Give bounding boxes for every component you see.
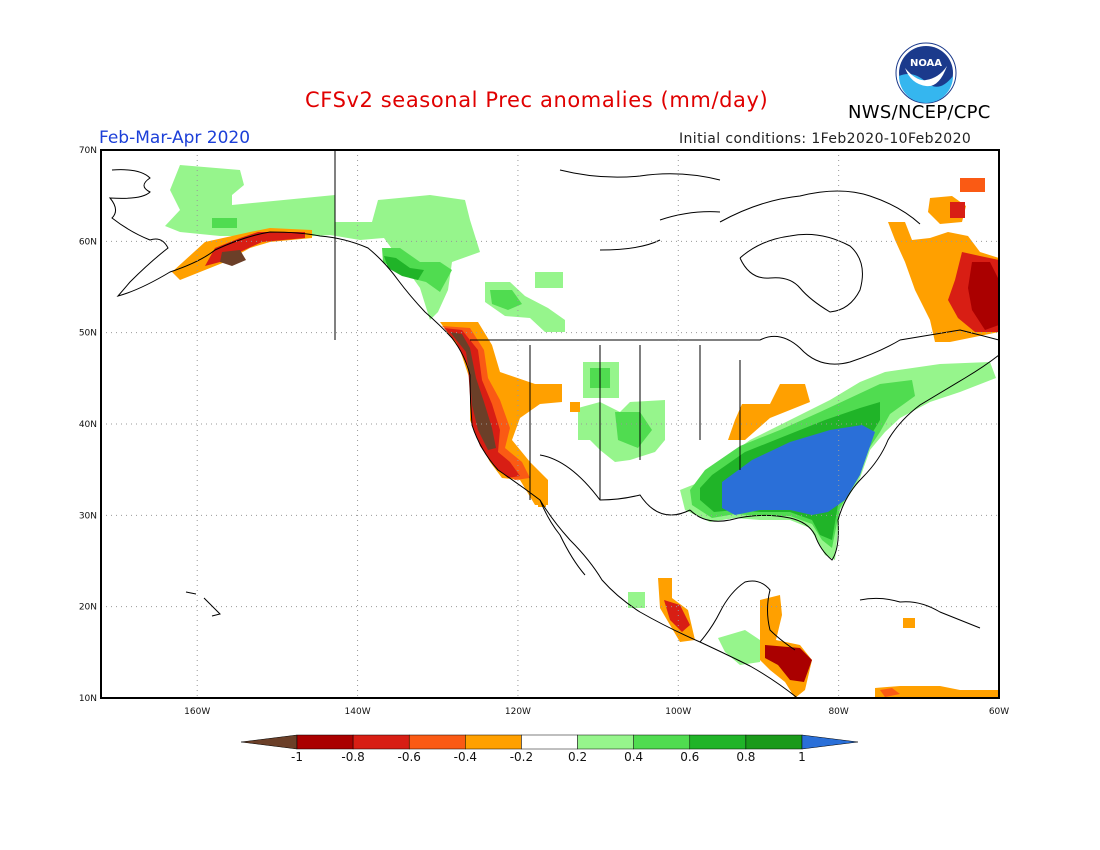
anomaly-region-utah-dry	[570, 402, 580, 412]
anomaly-region-rockies-wet-core	[615, 412, 652, 448]
lat-tick-label: 10N	[79, 694, 97, 704]
anomaly-region-centralamerica-dry-core	[765, 645, 812, 682]
anomaly-region-westcoast-dry-peak	[450, 332, 496, 450]
colorbar-swatch	[577, 734, 634, 750]
colorbar: -1 -0.8 -0.6 -0.4 -0.2 0.2 0.4 0.6 0.8 1	[240, 734, 859, 764]
colorbar-swatch	[745, 734, 803, 750]
colorbar-label: 0.8	[736, 750, 755, 764]
anomaly-region-caribbean-dry	[875, 686, 999, 698]
colorbar-label: 1	[798, 750, 806, 764]
anomaly-region-caribbean-dry-2	[903, 618, 915, 628]
colorbar-label: -0.6	[398, 750, 421, 764]
anomaly-region-mexico-wet	[628, 592, 645, 608]
lon-tick-label: 160W	[184, 707, 210, 717]
lon-tick-label: 60W	[989, 707, 1009, 717]
anomaly-region-bc-wet-core	[384, 256, 424, 280]
anomaly-shading	[165, 165, 999, 698]
colorbar-swatch	[296, 734, 354, 750]
anomaly-region-southeast-wet-peak	[722, 425, 875, 515]
coastlines	[108, 150, 999, 698]
anomaly-region-labrador-dry-2	[960, 178, 985, 192]
noaa-logo-icon: NOAA	[895, 42, 957, 104]
colorbar-label: -0.8	[341, 750, 364, 764]
anomaly-region-alaska-dry-peak	[220, 250, 246, 266]
anomaly-region-caribbean-dry-core	[880, 688, 900, 697]
anomaly-region-alberta-wet-core	[490, 290, 522, 310]
initial-conditions-label: Initial conditions: 1Feb2020-10Feb2020	[679, 131, 972, 147]
colorbar-swatch	[408, 734, 466, 750]
colorbar-swatch	[801, 734, 859, 750]
colorbar-swatch	[689, 734, 747, 750]
anomaly-region-labrador-dry-core	[950, 202, 965, 218]
lat-tick-label: 50N	[79, 329, 97, 339]
anomaly-region-alaska-wet-2	[212, 218, 237, 228]
lat-tick-label: 40N	[79, 420, 97, 430]
map-frame	[100, 149, 1000, 699]
logo-wordmark: NOAA	[910, 58, 942, 69]
anomaly-region-ohio-dry	[728, 384, 810, 440]
colorbar-label: -0.2	[510, 750, 533, 764]
anomaly-region-mexico-dry-core	[664, 600, 690, 632]
longitude-ticks: 160W 140W 120W 100W 80W 60W	[184, 707, 1009, 717]
map-title: CFSv2 seasonal Prec anomalies (mm/day)	[305, 88, 769, 112]
anomaly-region-alberta-wet-3	[535, 272, 563, 288]
colorbar-label: 0.2	[568, 750, 587, 764]
lon-tick-label: 80W	[828, 707, 848, 717]
lon-tick-label: 100W	[665, 707, 691, 717]
season-label: Feb-Mar-Apr 2020	[99, 128, 251, 148]
colorbar-label: 0.6	[680, 750, 699, 764]
latitude-ticks: 10N 20N 30N 40N 50N 60N 70N	[79, 146, 97, 704]
colorbar-label: 0.4	[624, 750, 643, 764]
colorbar-swatch	[465, 734, 522, 750]
lat-tick-label: 20N	[79, 603, 97, 613]
lat-tick-label: 70N	[79, 146, 97, 156]
lon-tick-label: 120W	[505, 707, 531, 717]
anomaly-region-alaska-wet	[165, 165, 480, 320]
colorbar-swatch	[240, 734, 298, 750]
anomaly-region-alberta-wet	[485, 282, 565, 332]
anomaly-region-alaska-dry-core	[205, 232, 305, 266]
lon-tick-label: 140W	[345, 707, 371, 717]
colorbar-swatch	[352, 734, 410, 750]
lat-tick-label: 30N	[79, 511, 97, 521]
agency-label: NWS/NCEP/CPC	[848, 102, 991, 123]
colorbar-label: -0.4	[454, 750, 477, 764]
anomaly-region-quebec-dry-peak	[968, 262, 999, 330]
colorbar-label: -1	[291, 750, 303, 764]
lat-tick-label: 60N	[79, 237, 97, 247]
colorbar-swatch	[633, 734, 691, 750]
colorbar-swatch	[521, 734, 578, 750]
anomaly-region-yucatan-wet	[718, 630, 760, 665]
anomaly-region-florida-dry	[538, 497, 546, 507]
